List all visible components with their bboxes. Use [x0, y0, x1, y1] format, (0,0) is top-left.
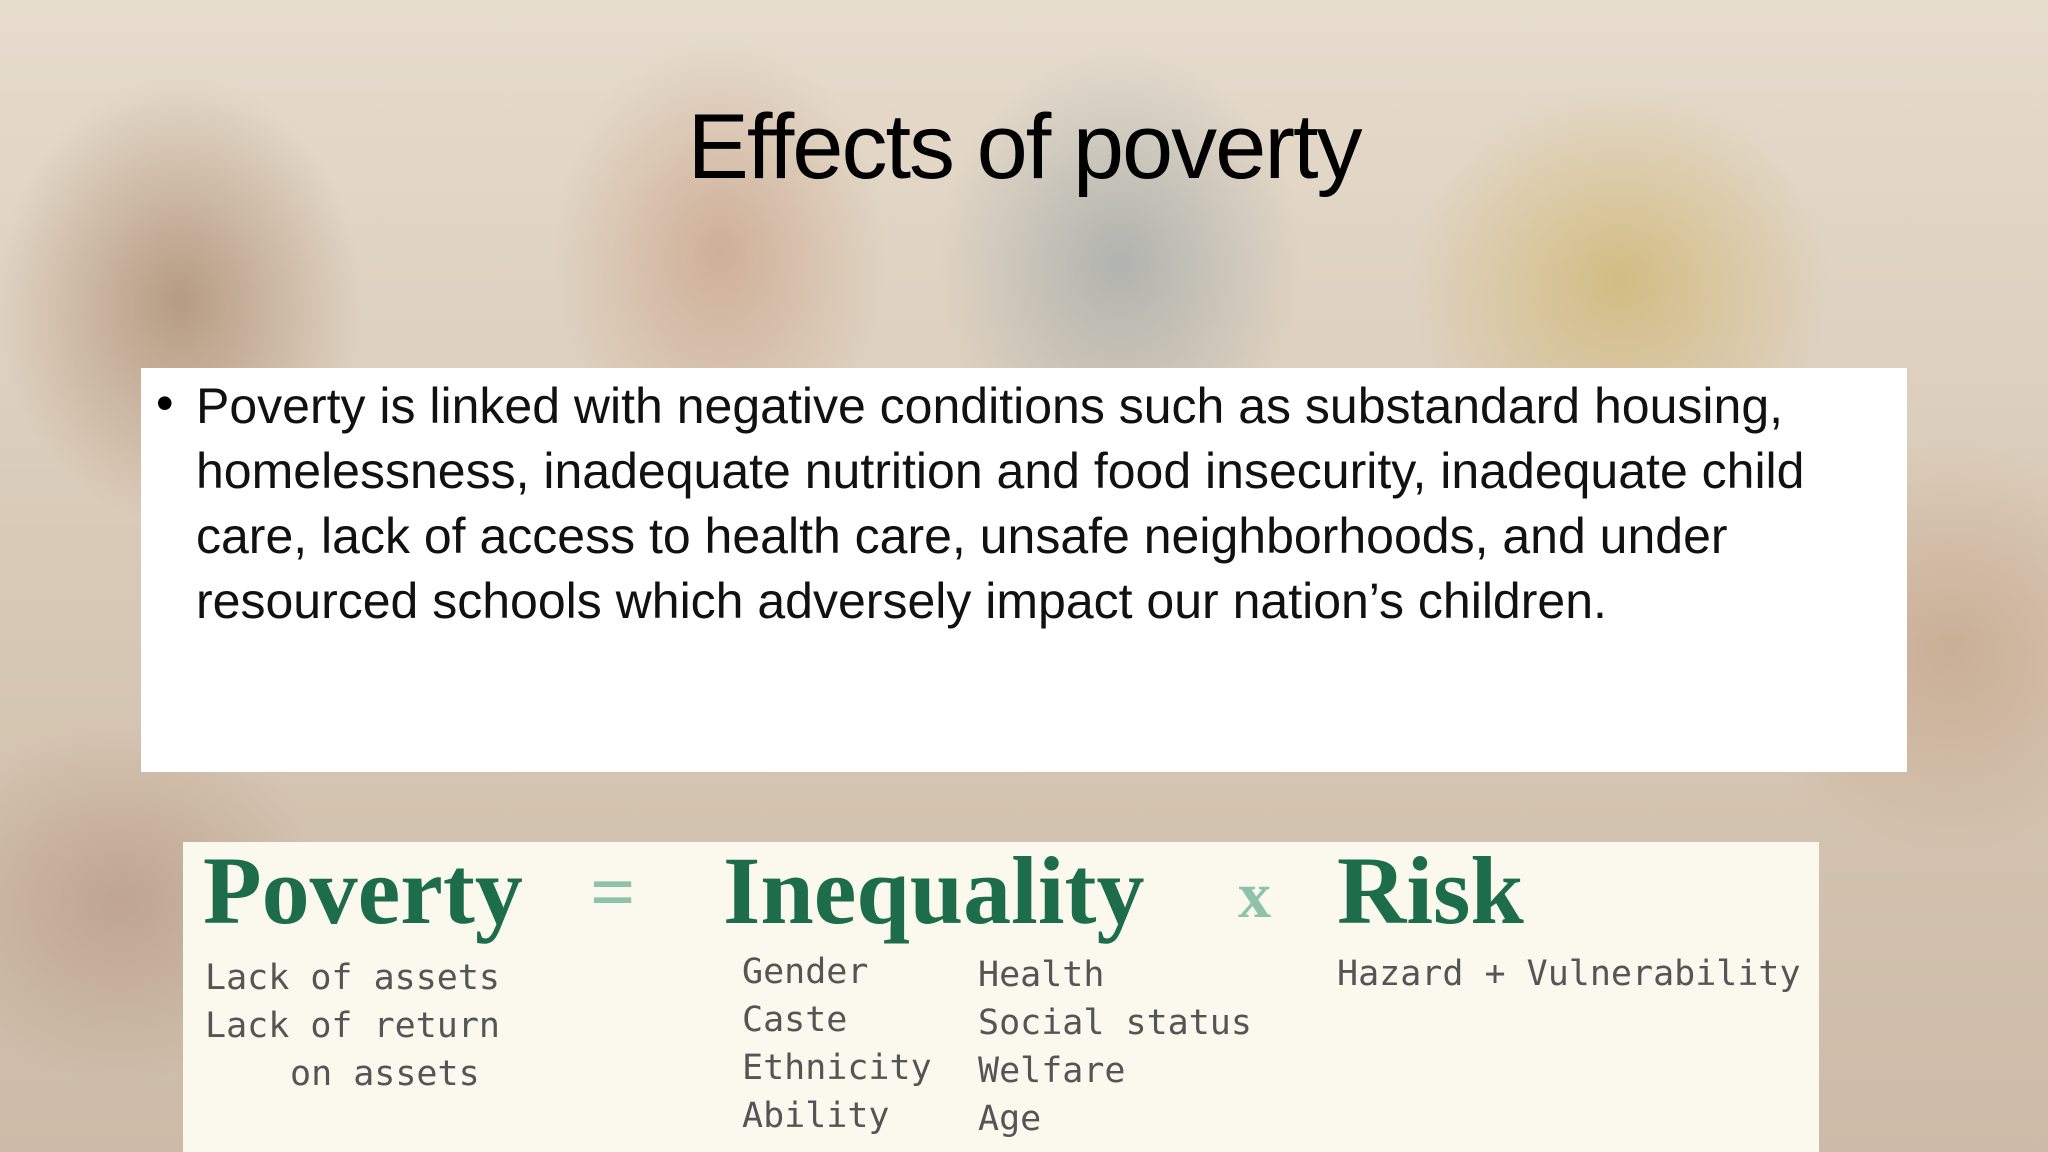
equation-operator: x: [1238, 859, 1271, 932]
term-note: Ability: [742, 1096, 890, 1136]
term-note: Gender: [742, 952, 869, 992]
term-note: Hazard + Vulnerability: [1337, 954, 1801, 994]
term-note: on assets: [290, 1054, 480, 1094]
term-note: Welfare: [978, 1051, 1126, 1091]
text-box: [141, 368, 1907, 772]
term-note: Age: [978, 1099, 1042, 1139]
term-note: Ethnicity: [742, 1048, 932, 1088]
term-note: Lack of assets: [205, 958, 501, 998]
equation-term: Inequality: [723, 837, 1145, 944]
term-note: Health: [978, 955, 1105, 995]
term-note: Caste: [742, 1000, 848, 1040]
bullet: •: [156, 375, 174, 431]
slide-title: Effects of poverty: [687, 96, 1362, 198]
equation-operator: =: [590, 849, 636, 937]
body-text: Poverty is linked with negative conditio…: [196, 378, 1805, 629]
term-note: Lack of return: [205, 1006, 501, 1046]
term-note: Social status: [978, 1003, 1252, 1043]
equation-panel: [183, 842, 1819, 1152]
equation-term: Risk: [1337, 837, 1524, 944]
equation-term: Poverty: [203, 837, 523, 944]
